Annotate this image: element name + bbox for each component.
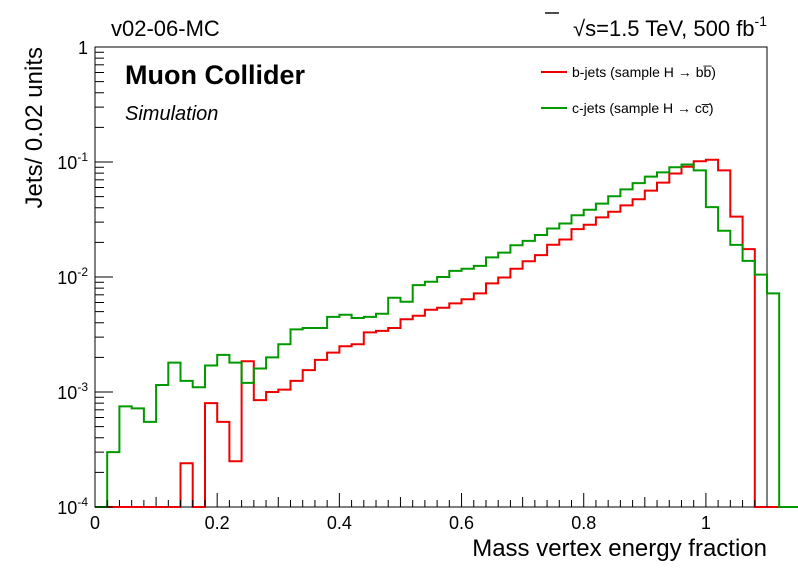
- y-axis-title: Jets/ 0.02 units: [21, 47, 48, 208]
- series-line-b-jets: [95, 158, 798, 508]
- legend-label: c-jets (sample H → cc̅): [572, 100, 714, 116]
- inverse-fb-exponent: -1: [755, 13, 768, 29]
- experiment-label: Muon Collider: [125, 60, 305, 90]
- x-tick-label: 0.8: [571, 513, 596, 533]
- y-tick-exponent: -1: [77, 150, 88, 164]
- y-tick-label: 10-1: [57, 150, 88, 173]
- y-tick-base: 10: [57, 498, 77, 518]
- y-tick-base: 10: [57, 268, 77, 288]
- y-tick-exponent: -2: [77, 265, 88, 279]
- y-tick-exponent: -4: [77, 495, 88, 509]
- series-layer: [95, 158, 798, 508]
- x-tick-label: 0.6: [449, 513, 474, 533]
- x-tick-label: 0.4: [327, 513, 352, 533]
- x-tick-label: 0: [90, 513, 100, 533]
- y-tick-label: 10-3: [57, 380, 88, 403]
- x-tick-label: 0.2: [205, 513, 230, 533]
- header-right: √s=1.5 TeV, 500 fb-1: [573, 13, 767, 41]
- x-axis-title: Mass vertex energy fraction: [472, 535, 767, 562]
- legend-label: b-jets (sample H → bb̅): [572, 64, 716, 80]
- y-tick-base: 10: [57, 153, 77, 173]
- y-tick-base: 1: [78, 38, 88, 58]
- simulation-label: Simulation: [125, 103, 218, 125]
- series-line-c-jets: [95, 163, 798, 508]
- y-tick-base: 10: [57, 383, 77, 403]
- sqrt-s-symbol: √s: [573, 16, 596, 41]
- y-tick-exponent: -3: [77, 380, 88, 394]
- y-tick-label: 10-2: [57, 265, 88, 288]
- legend: b-jets (sample H → bb̅) c-jets (sample H …: [541, 64, 716, 116]
- y-tick-label: 10-4: [57, 495, 88, 518]
- header-left: v02-06-MC: [111, 16, 220, 41]
- y-axis: 110-110-210-310-4: [57, 38, 113, 518]
- y-tick-label: 1: [78, 38, 88, 58]
- energy-lumi-text: =1.5 TeV, 500 fb: [596, 16, 754, 41]
- x-axis: 0 0.2 0.4 0.6 0.8 1: [90, 493, 768, 533]
- x-tick-label: 1: [701, 513, 711, 533]
